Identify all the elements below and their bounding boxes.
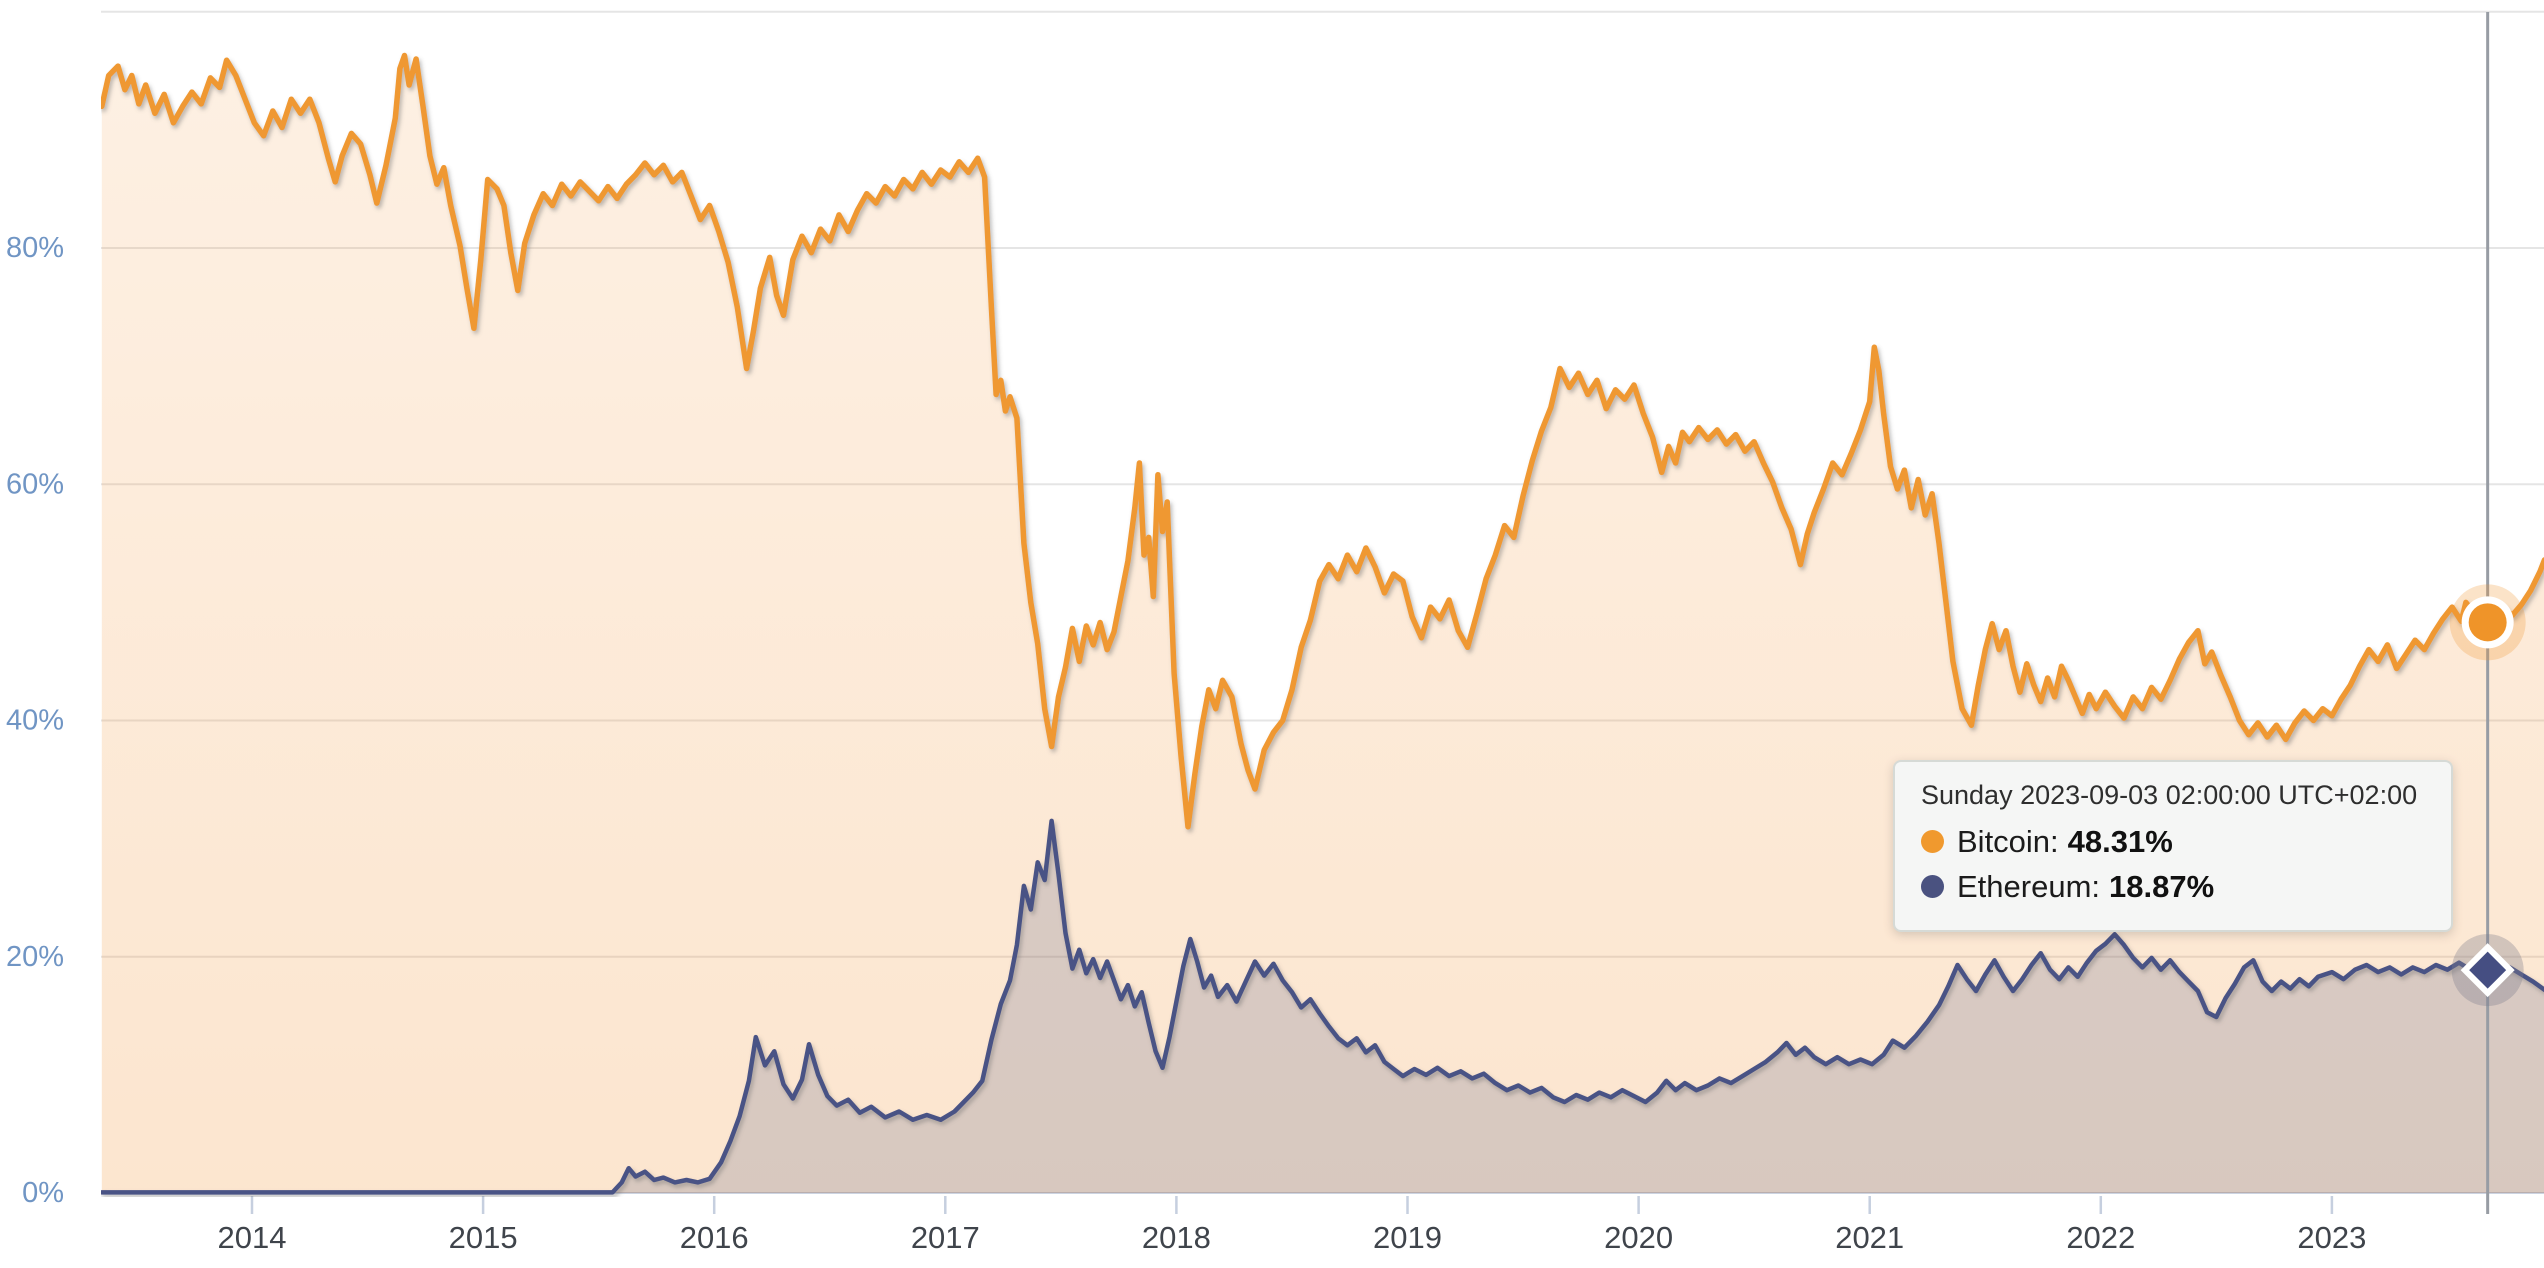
- x-axis-label-2015: 2015: [449, 1220, 518, 1255]
- bitcoin-line: [101, 52, 2544, 830]
- tooltip-ethereum-label: Ethereum:: [1957, 868, 2101, 904]
- ethereum-dot-icon: [1921, 875, 1944, 898]
- tooltip-row-ethereum: Ethereum: 18.87%: [1921, 864, 2425, 909]
- bitcoin-marker-icon[interactable]: [2468, 603, 2507, 642]
- x-axis-label-2017: 2017: [911, 1220, 980, 1255]
- x-axis-label-2022: 2022: [2066, 1220, 2135, 1255]
- series-layer: [101, 52, 2544, 1195]
- tooltip-bitcoin-label: Bitcoin:: [1957, 823, 2059, 859]
- x-axis-label-2014: 2014: [218, 1220, 287, 1255]
- y-axis-label-20%: 20%: [6, 941, 64, 973]
- x-axis-label-2020: 2020: [1604, 1220, 1673, 1255]
- tooltip-bitcoin-value: 48.31%: [2067, 823, 2173, 859]
- x-axis-label-2023: 2023: [2297, 1220, 2366, 1255]
- ethereum-area: [101, 820, 2544, 1193]
- y-axis-label-80%: 80%: [6, 232, 64, 264]
- x-axis-label-2019: 2019: [1373, 1220, 1442, 1255]
- tooltip-row-bitcoin: Bitcoin: 48.31%: [1921, 819, 2425, 864]
- tooltip-ethereum-value: 18.87%: [2109, 868, 2215, 904]
- y-axis-label-0%: 0%: [22, 1177, 64, 1209]
- y-axis-label-60%: 60%: [6, 468, 64, 500]
- x-axis-label-2021: 2021: [1835, 1220, 1904, 1255]
- x-axis-label-2016: 2016: [680, 1220, 749, 1255]
- ethereum-line: [101, 818, 2544, 1195]
- tooltip-date: Sunday 2023-09-03 02:00:00 UTC+02:00: [1921, 780, 2418, 810]
- ethereum-marker-icon[interactable]: [2469, 951, 2507, 989]
- x-axis-label-2018: 2018: [1142, 1220, 1211, 1255]
- hover-tooltip: Sunday 2023-09-03 02:00:00 UTC+02:00 Bit…: [1893, 760, 2453, 932]
- bitcoin-dot-icon: [1921, 830, 1944, 853]
- y-axis-label-40%: 40%: [6, 705, 64, 737]
